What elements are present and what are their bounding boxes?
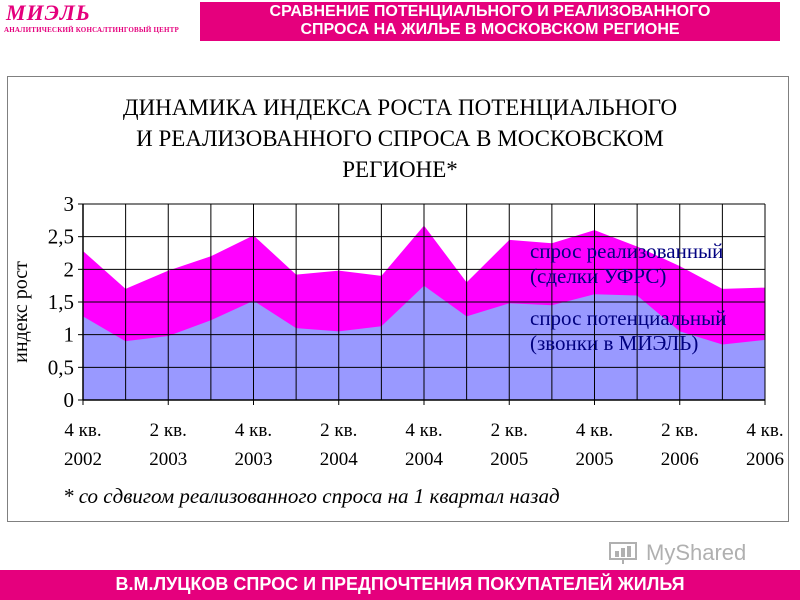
chart-footnote: * со сдвигом реализованного спроса на 1 … [63, 484, 560, 508]
y-tick-label: 1,5 [48, 290, 74, 314]
x-tick-label-year: 2005 [576, 449, 614, 470]
x-tick-label-quarter: 2 кв. [661, 420, 698, 441]
x-tick-label-year: 2006 [746, 449, 784, 470]
page-title-line1: СРАВНЕНИЕ ПОТЕНЦИАЛЬНОГО И РЕАЛИЗОВАННОГ… [269, 3, 711, 20]
footer-text: В.М.ЛУЦКОВ СПРОС И ПРЕДПОЧТЕНИЯ ПОКУПАТЕ… [115, 574, 685, 594]
legend-sublabel-potential: (звонки в МИЭЛЬ) [530, 331, 698, 355]
y-tick-label: 3 [64, 192, 75, 216]
watermark: MyShared [606, 538, 776, 568]
watermark-text: MyShared [646, 540, 747, 565]
legend-label-potential: спрос потенциальный [530, 306, 726, 330]
x-tick-label-year: 2003 [235, 449, 273, 470]
x-tick-label-quarter: 4 кв. [746, 420, 783, 441]
x-tick-label-year: 2004 [405, 449, 444, 470]
chart-title-line3: РЕГИОНЕ* [342, 157, 458, 182]
x-tick-label-year: 2005 [490, 449, 528, 470]
logo-subtitle: АНАЛИТИЧЕСКИЙ КОНСАЛТИНГОВЫЙ ЦЕНТР [4, 26, 179, 34]
y-tick-label: 2 [64, 257, 75, 281]
x-tick-label-year: 2004 [320, 449, 359, 470]
footer-band [0, 570, 800, 600]
presentation-icon [609, 542, 637, 564]
x-tick-label-quarter: 2 кв. [491, 420, 528, 441]
header: МИЭЛЬ АНАЛИТИЧЕСКИЙ КОНСАЛТИНГОВЫЙ ЦЕНТР… [0, 0, 800, 42]
chart-title-line1: ДИНАМИКА ИНДЕКСА РОСТА ПОТЕНЦИАЛЬНОГО [122, 95, 678, 120]
logo[interactable]: МИЭЛЬ АНАЛИТИЧЕСКИЙ КОНСАЛТИНГОВЫЙ ЦЕНТР [0, 0, 200, 40]
x-tick-label-quarter: 2 кв. [320, 420, 357, 441]
x-tick-label-quarter: 4 кв. [576, 420, 613, 441]
chart-title-line2: И РЕАЛИЗОВАННОГО СПРОСА В МОСКОВСКОМ [136, 126, 664, 151]
y-tick-label: 1 [64, 323, 75, 347]
y-tick-label: 0,5 [48, 355, 74, 379]
x-tick-label-quarter: 4 кв. [405, 420, 442, 441]
chart-title: ДИНАМИКА ИНДЕКСА РОСТА ПОТЕНЦИАЛЬНОГО И … [30, 92, 770, 185]
legend-label-realized: спрос реализованный [530, 239, 723, 263]
y-tick-label: 0 [64, 388, 75, 412]
y-tick-label: 2,5 [48, 225, 74, 249]
logo-wordmark: МИЭЛЬ [6, 0, 91, 25]
x-tick-label-quarter: 2 кв. [150, 420, 187, 441]
y-axis-label: индекс рост [10, 261, 32, 363]
x-tick-label-year: 2006 [661, 449, 699, 470]
x-tick-label-quarter: 4 кв. [235, 420, 272, 441]
x-tick-label-year: 2002 [64, 449, 102, 470]
page-title: СРАВНЕНИЕ ПОТЕНЦИАЛЬНОГО И РЕАЛИЗОВАННОГ… [200, 2, 780, 41]
x-tick-label-quarter: 4 кв. [64, 420, 101, 441]
x-tick-label-year: 2003 [149, 449, 187, 470]
page-title-line2: СПРОСА НА ЖИЛЬЕ В МОСКОВСКОМ РЕГИОНЕ [300, 21, 680, 38]
legend-sublabel-realized: (сделки УФРС) [530, 264, 666, 288]
